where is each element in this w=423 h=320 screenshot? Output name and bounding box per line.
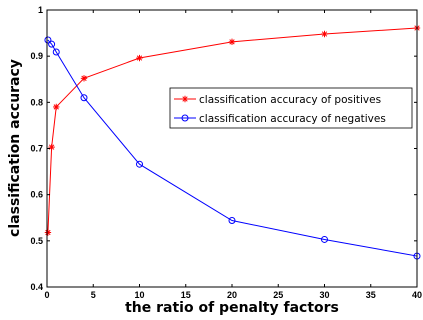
- series-line-positives: [47, 27, 418, 233]
- data-point-positives: [44, 229, 52, 236]
- data-point-negatives: [321, 235, 328, 243]
- data-point-negatives: [48, 40, 56, 48]
- y-tick-label: 0.6: [30, 190, 43, 200]
- data-point-positives: [80, 75, 88, 82]
- y-tick-label: 1: [38, 5, 43, 15]
- y-tick-label: 0.8: [30, 97, 43, 107]
- x-tick-label: 15: [181, 290, 191, 300]
- legend-box: [169, 87, 413, 129]
- x-tick-label: 25: [273, 290, 283, 300]
- data-point-positives: [228, 38, 236, 46]
- legend-label-negatives: classification accuracy of negatives: [199, 113, 386, 125]
- tick-layer: 0 5 10 15 20 25 30 35 40 0.4 0.5 0.6 0.7 0.8 0.9 1: [30, 5, 422, 300]
- y-tick-label: 0.7: [30, 144, 43, 154]
- legend-label-positives: classification accuracy of positives: [199, 94, 381, 106]
- x-axis-title: the ratio of penalty factors: [125, 300, 339, 316]
- data-point-negatives: [136, 160, 143, 168]
- plot-background: [47, 10, 417, 287]
- y-axis-title: classification accuracy: [7, 59, 23, 237]
- legend-marker-positives: [181, 95, 189, 103]
- legend-marker-negatives: [181, 114, 189, 122]
- data-point-negatives: [52, 48, 60, 56]
- data-point-positives: [136, 54, 143, 62]
- y-tick-label: 0.4: [30, 282, 43, 292]
- y-tick-label: 0.9: [30, 51, 43, 61]
- data-point-positives: [321, 30, 328, 38]
- x-tick-label: 30: [319, 290, 329, 300]
- data-point-negatives: [80, 94, 88, 102]
- data-point-positives: [48, 143, 55, 151]
- series-line-negatives: [47, 39, 418, 257]
- x-tick-label: 35: [366, 290, 376, 300]
- data-point-negatives: [228, 217, 236, 225]
- y-tick-label: 0.5: [30, 236, 43, 246]
- x-tick-label: 5: [91, 290, 96, 300]
- x-tick-label: 40: [412, 290, 422, 300]
- data-point-positives: [53, 103, 60, 111]
- x-tick-label: 10: [134, 290, 144, 300]
- x-tick-label: 20: [227, 290, 237, 300]
- legend: classification accuracy of positives cla…: [169, 87, 413, 129]
- legend-marker-positives-glyph: [181, 95, 189, 103]
- legend-marker-negatives-glyph: [181, 114, 189, 122]
- series-layer: [44, 24, 421, 260]
- x-tick-label: 0: [44, 290, 49, 300]
- data-point-negatives: [44, 36, 52, 44]
